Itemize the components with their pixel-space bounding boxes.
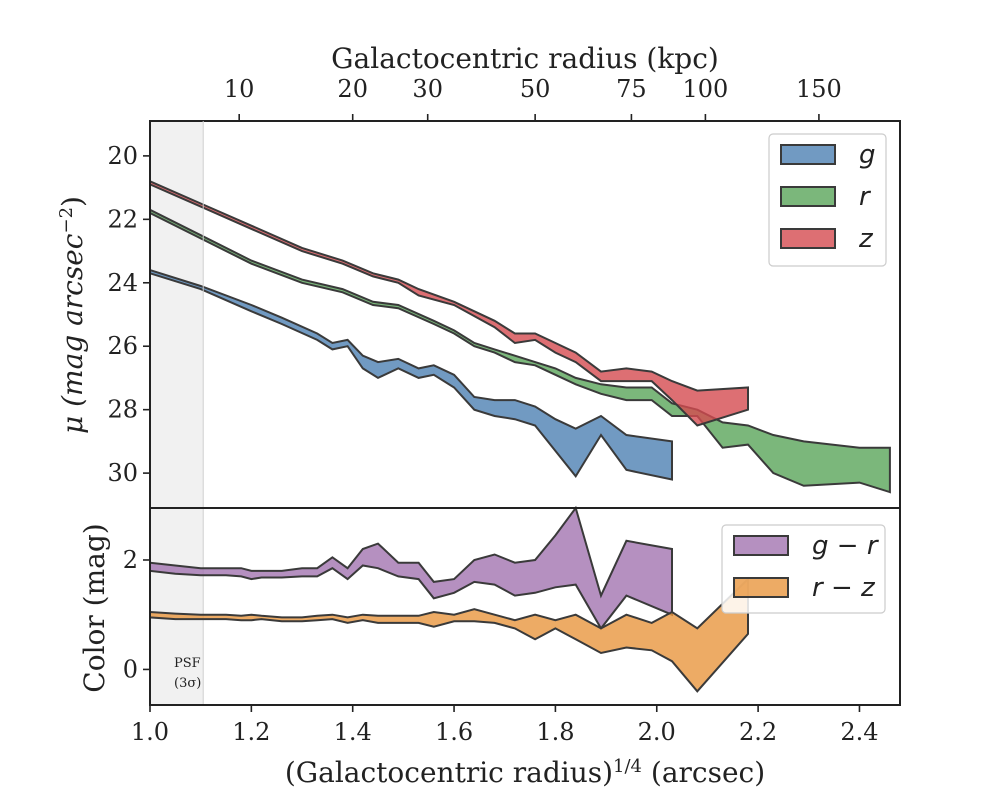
x-tick-label: 2.4 (840, 718, 878, 746)
top-x-tick-label: 75 (616, 75, 647, 103)
top-x-tick-label: 100 (682, 75, 728, 103)
x-tick-label: 1.6 (435, 718, 473, 746)
legend-swatch-r (780, 186, 836, 207)
psf-shaded-region (150, 121, 204, 508)
bottom-y-axis-title: Color (mag) (78, 523, 111, 692)
y-tick-label: 28 (107, 396, 138, 424)
psf-label: PSF (174, 656, 201, 671)
y-tick-label: 22 (107, 205, 138, 233)
band-z (149, 179, 749, 427)
y-tick-label: 20 (107, 142, 138, 170)
psf-sigma-label: (3σ) (174, 676, 201, 691)
x-tick-label: 2.2 (739, 718, 777, 746)
top-x-tick-label: 20 (337, 75, 368, 103)
legend-label-g: g (859, 140, 876, 170)
legend-label-g-r: g − r (812, 531, 880, 561)
x-tick-label: 1.0 (131, 718, 169, 746)
y-tick-label: 24 (107, 269, 138, 297)
y-tick-label: 30 (107, 459, 138, 487)
top-axis-title: Galactocentric radius (kpc) (331, 42, 719, 75)
top-x-tick-label: 10 (224, 75, 255, 103)
bottom-legend: g − r r − z (721, 524, 886, 614)
top-y-axis-title: μ (mag arcsec−2) (56, 196, 90, 434)
y-tick-label: 26 (107, 332, 138, 360)
y-tick-label: 2 (123, 546, 138, 574)
legend-label-r-z: r − z (812, 573, 876, 603)
legend-swatch-z (780, 228, 836, 249)
x-tick-label: 2.0 (638, 718, 676, 746)
x-tick-label: 1.2 (232, 718, 270, 746)
legend-label-r: r (859, 182, 872, 212)
surface-brightness-panel: 20 22 24 26 28 30 10 20 30 50 75 100 150 Galactocen… (56, 42, 901, 509)
x-tick-label: 1.8 (536, 718, 574, 746)
x-axis-title: (Galactocentric radius)1/4 (arcsec) (285, 756, 765, 790)
top-legend: grz (768, 133, 887, 267)
band-g (149, 268, 673, 481)
top-x-tick-label: 150 (796, 75, 842, 103)
color-panel: 0 2 1.0 1.2 1.4 1.6 1.8 2.0 2.2 2.4 PSF (3σ) (Ga… (78, 121, 901, 790)
legend-swatch-g (780, 144, 836, 165)
legend-swatch-g-r (733, 535, 789, 556)
top-x-tick-label: 30 (412, 75, 443, 103)
bottom-panel-frame (149, 507, 901, 706)
top-x-tick-label: 50 (520, 75, 551, 103)
x-tick-label: 1.4 (334, 718, 372, 746)
y-tick-label: 0 (123, 655, 138, 683)
band-g-r (149, 505, 673, 631)
legend-label-z: z (858, 224, 874, 254)
psf-shaded-region-bottom (150, 508, 204, 705)
band-r-z (149, 576, 749, 693)
legend-swatch-r-z (733, 577, 789, 598)
